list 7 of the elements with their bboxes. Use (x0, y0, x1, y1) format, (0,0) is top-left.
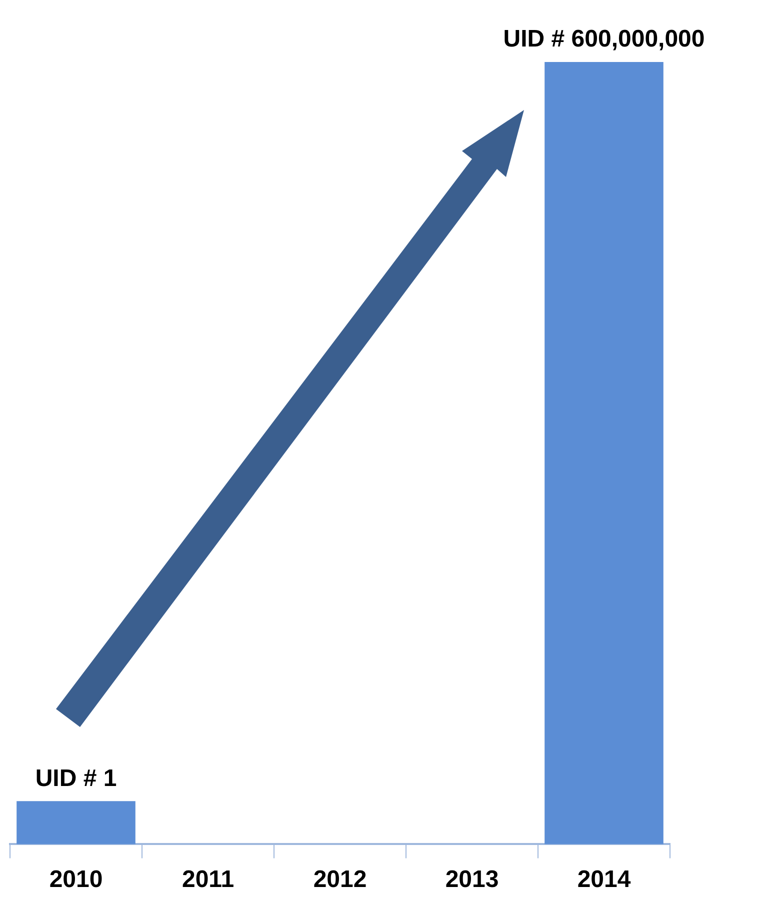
x-tick-label: 2013 (445, 866, 499, 894)
x-tick-label: 2010 (49, 866, 103, 894)
annotation: UID # 600,000,000 (503, 26, 705, 53)
x-tick-label: 2012 (313, 866, 367, 894)
x-tick-label: 2011 (182, 866, 234, 894)
annotation: UID # 1 (35, 764, 117, 792)
x-tick-label: 2014 (577, 866, 632, 894)
